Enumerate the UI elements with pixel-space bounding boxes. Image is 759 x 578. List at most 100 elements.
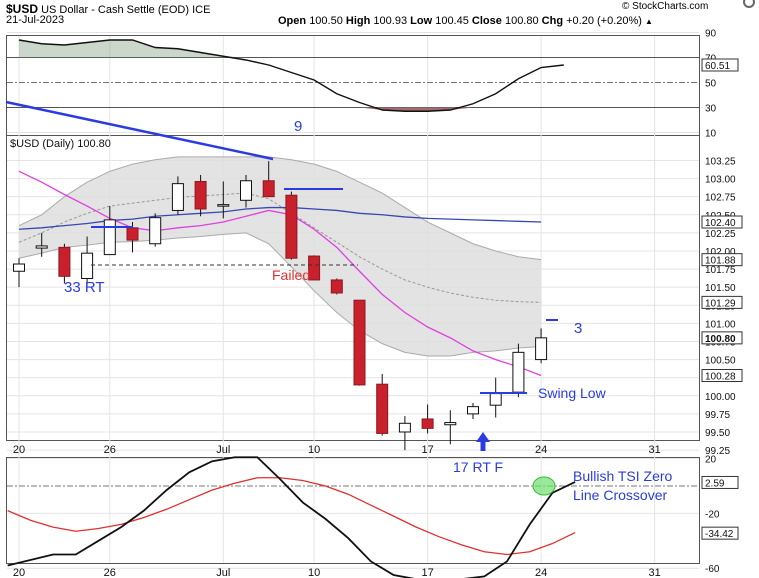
- price-value-label: 100.28: [705, 372, 736, 383]
- tsi-value-label: -34.42: [705, 529, 734, 540]
- rsi-value-label: 60.51: [705, 61, 730, 72]
- price-tick-label: 102.25: [705, 229, 736, 240]
- candle-body: [240, 180, 252, 201]
- source-credit: © StockCharts.com: [622, 1, 709, 12]
- frames: [6, 35, 700, 564]
- candle-body: [376, 383, 389, 434]
- high-label: High: [345, 15, 371, 27]
- rsi-oversold-fill: [19, 107, 564, 112]
- x-tick-label: 20: [13, 444, 25, 456]
- candle-body: [489, 393, 502, 406]
- open-value: 100.50: [309, 15, 343, 27]
- bollinger-band-fill: [19, 156, 542, 356]
- price-tick-label: 101.00: [705, 319, 736, 330]
- count-9-label: 9: [294, 118, 302, 135]
- price-value-label: 102.40: [705, 218, 736, 229]
- rsi-tick-label: 50: [705, 79, 717, 90]
- x-tick-label: Jul: [216, 567, 230, 578]
- up-arrow-icon: [476, 432, 490, 451]
- x-tick-label: 31: [648, 444, 660, 456]
- failed-label: Failed: [272, 267, 310, 283]
- price-tick-label: 99.50: [705, 428, 730, 439]
- x-tick-label: Jul: [216, 444, 230, 456]
- candle-body: [103, 219, 116, 256]
- tsi-line: [7, 456, 576, 578]
- price-value-label: 101.88: [705, 256, 736, 267]
- rt-17f-label: 17 RT F: [453, 459, 503, 475]
- price-value-label: 100.80: [705, 334, 736, 345]
- candle-body: [398, 422, 411, 433]
- candle-body: [58, 246, 71, 277]
- candle-body: [308, 255, 321, 281]
- settings-icon[interactable]: [743, 0, 755, 8]
- price-panel: $USD (Daily) 100.80: [10, 138, 548, 451]
- price-panel-frame: [6, 135, 700, 441]
- x-tick-label: 26: [104, 567, 116, 578]
- price-value-tag: [701, 331, 743, 345]
- price-value-label: 101.29: [705, 298, 736, 309]
- chart-header: $USD US Dollar - Cash Settle (EOD) ICE: [6, 2, 210, 16]
- ohlc-readout: Open 100.50 High 100.93 Low 100.45 Close…: [278, 15, 653, 27]
- candle-body: [194, 180, 207, 210]
- tsi-panel-frame: [6, 457, 700, 564]
- up-triangle-icon: ▲: [645, 17, 653, 26]
- x-tick-label: 24: [535, 444, 547, 456]
- candle-body: [171, 183, 184, 211]
- price-panel-legend: $USD (Daily) 100.80: [10, 138, 111, 150]
- annotations: 9 33 RT Failed 3 Swing Low 17 RT F Bulli…: [5, 100, 673, 503]
- rsi-tick-label: 30: [705, 104, 717, 115]
- rsi-panel: [18, 39, 564, 112]
- x-tick-label: 10: [308, 444, 320, 456]
- candle-body: [330, 279, 343, 294]
- price-tick-label: 102.75: [705, 193, 736, 204]
- tsi-tick-label: 20: [705, 455, 717, 466]
- tsi-signal-line: [7, 477, 576, 556]
- close-label: Close: [471, 15, 502, 27]
- x-tick-label: 31: [648, 567, 660, 578]
- high-value: 100.93: [373, 15, 408, 27]
- rt-33-label: 33 RT: [64, 279, 105, 296]
- x-tick-label: 10: [308, 567, 320, 578]
- candle-body: [535, 337, 548, 361]
- tsi-value-label: 2.59: [705, 478, 725, 489]
- rsi-overbought-fill: [19, 40, 564, 58]
- close-value: 100.80: [504, 15, 539, 27]
- candle-body: [35, 245, 48, 249]
- count-3-label: 3: [574, 320, 582, 337]
- price-tick-label: 103.00: [705, 175, 736, 186]
- chart-date: 21-Jul-2023: [6, 14, 65, 26]
- symbol-description: US Dollar - Cash Settle (EOD): [41, 4, 190, 16]
- price-tick-label: 100.50: [705, 356, 736, 367]
- candle-body: [421, 418, 434, 429]
- bollinger-upper-line: [18, 156, 542, 261]
- low-label: Low: [410, 15, 433, 27]
- candle-body: [126, 227, 139, 241]
- rsi-value-tag: [701, 58, 739, 72]
- price-tick-label: 103.25: [705, 156, 736, 167]
- x-tick-label: 26: [104, 444, 116, 456]
- rsi-tick-label: 90: [705, 29, 717, 40]
- symbol: $USD: [6, 2, 39, 16]
- candle-body: [285, 194, 298, 259]
- axes: 20202626JulJul10101717242431319070503010…: [13, 29, 743, 578]
- price-value-tag: [701, 295, 743, 309]
- x-tick-label: 20: [13, 567, 25, 578]
- crossover-highlight: [532, 476, 556, 496]
- swing-low-label: Swing Low: [538, 385, 607, 401]
- bollinger-middle-line: [18, 192, 542, 303]
- price-tick-label: 100.00: [705, 392, 736, 403]
- candle-body: [81, 252, 94, 279]
- price-value-tag: [701, 369, 743, 383]
- x-tick-label: 17: [421, 567, 433, 578]
- bullish-tsi-label: Bullish TSI Zero: [573, 468, 673, 484]
- price-value-tag: [701, 215, 743, 229]
- exchange: ICE: [192, 4, 211, 16]
- rsi-tick-label: 10: [705, 129, 717, 140]
- price-value-tag: [701, 253, 743, 267]
- candle-body: [444, 422, 457, 426]
- price-tick-label: 102.00: [705, 247, 736, 258]
- candle-body: [13, 263, 25, 272]
- price-tick-label: 99.75: [705, 410, 730, 421]
- x-tick-label: 17: [421, 444, 433, 456]
